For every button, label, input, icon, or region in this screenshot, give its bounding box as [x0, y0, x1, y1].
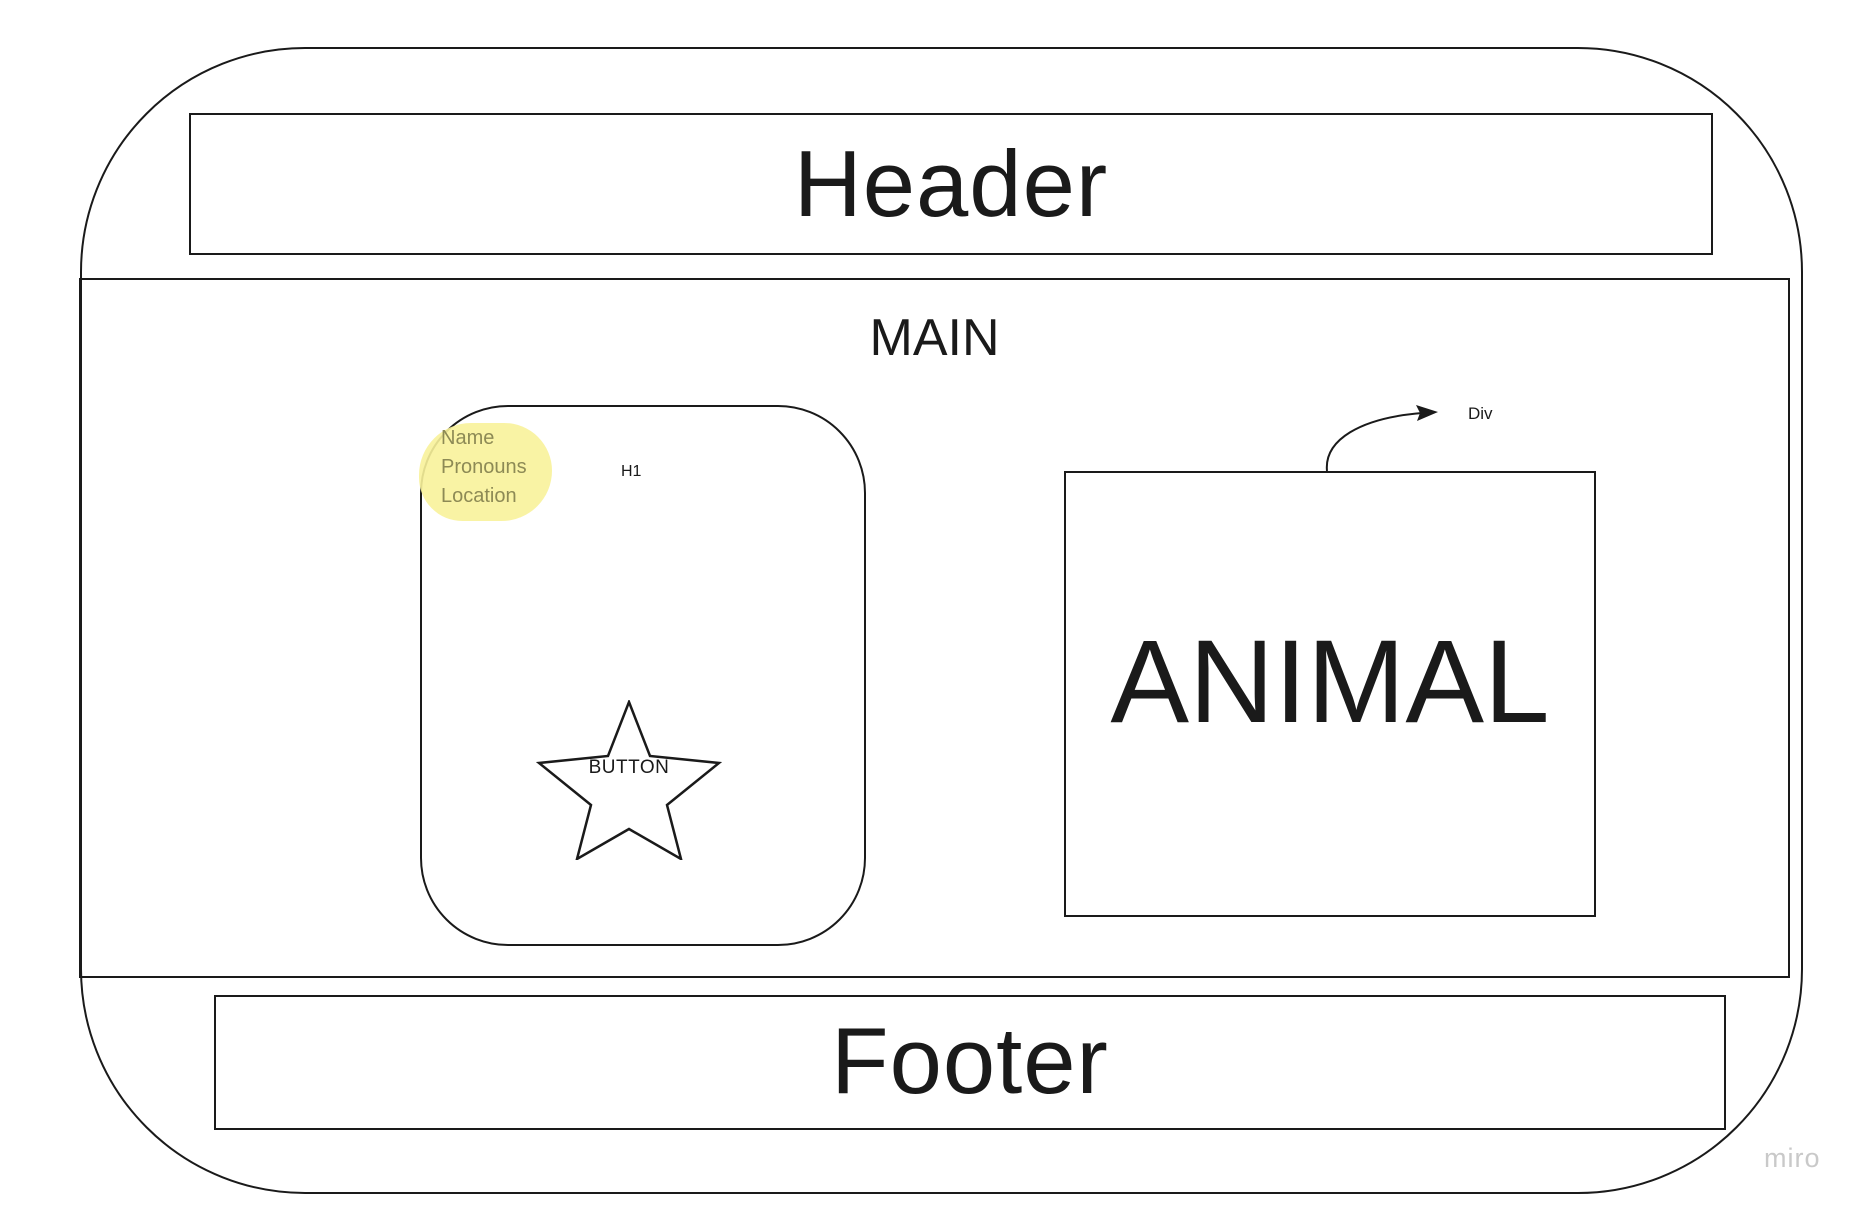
main-title: MAIN [869, 309, 1000, 367]
div-annotation-label: Div [1468, 404, 1493, 423]
highlighted-text-list: Name Pronouns Location [441, 424, 527, 511]
header-box: Header [189, 113, 1713, 255]
profile-card [420, 405, 866, 946]
star-icon [535, 698, 723, 862]
main-box: MAIN [79, 278, 1790, 978]
star-button[interactable]: BUTTON [535, 698, 723, 862]
header-label: Header [793, 131, 1109, 236]
animal-box: ANIMAL [1064, 471, 1596, 917]
h1-label: H1 [621, 463, 642, 480]
highlight-line-pronouns: Pronouns [441, 456, 527, 478]
highlight-line-name: Name [441, 427, 495, 449]
footer-box: Footer [214, 995, 1726, 1130]
highlight-marker [419, 423, 552, 521]
miro-watermark: miro [1764, 1143, 1821, 1173]
button-label: BUTTON [588, 757, 670, 778]
footer-label: Footer [831, 1008, 1109, 1113]
page-outline [80, 47, 1803, 1194]
animal-label: ANIMAL [1110, 616, 1550, 748]
highlight-line-location: Location [441, 485, 517, 507]
curved-arrow-icon [1325, 405, 1438, 472]
